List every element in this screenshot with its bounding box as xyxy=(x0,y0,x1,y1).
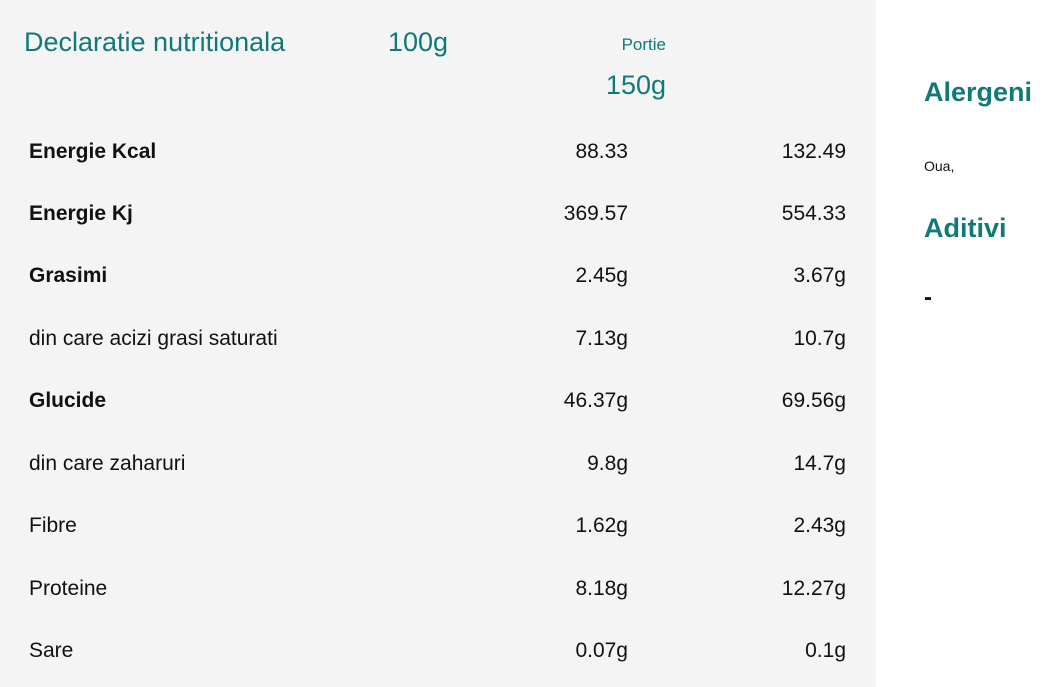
portion-label: Portie xyxy=(621,35,666,54)
value-per-portion: 69.56g xyxy=(781,389,846,412)
table-row: Glucide 46.37g 69.56g xyxy=(0,386,876,416)
nutrient-label: Proteine xyxy=(29,577,108,600)
additives-text: - xyxy=(924,284,932,311)
allergens-heading: Alergeni xyxy=(924,77,1033,107)
value-per-100g: 8.18g xyxy=(575,577,628,600)
table-row: Fibre 1.62g 2.43g xyxy=(0,511,876,541)
nutrient-label: Fibre xyxy=(29,514,77,537)
value-per-100g: 0.07g xyxy=(575,639,628,662)
nutrient-label: Sare xyxy=(29,639,74,662)
table-row: Energie Kj 369.57 554.33 xyxy=(0,199,876,229)
nutrient-label: Glucide xyxy=(29,389,107,412)
nutrient-label: din care zaharuri xyxy=(29,452,186,475)
value-per-portion: 554.33 xyxy=(781,202,846,225)
additives-heading: Aditivi xyxy=(924,213,1007,243)
table-row: Sare 0.07g 0.1g xyxy=(0,636,876,666)
nutrient-label: Energie Kj xyxy=(29,202,133,225)
value-per-portion: 0.1g xyxy=(805,639,846,662)
value-per-portion: 14.7g xyxy=(793,452,846,475)
value-per-portion: 132.49 xyxy=(781,140,846,163)
table-row: din care zaharuri 9.8g 14.7g xyxy=(0,449,876,479)
nutrient-label: Energie Kcal xyxy=(29,140,157,163)
nutrient-label: din care acizi grasi saturati xyxy=(29,327,278,350)
nutrient-label: Grasimi xyxy=(29,264,108,287)
value-per-portion: 3.67g xyxy=(793,264,846,287)
value-per-100g: 1.62g xyxy=(575,514,628,537)
table-row: Grasimi 2.45g 3.67g xyxy=(0,261,876,291)
value-per-portion: 2.43g xyxy=(793,514,846,537)
portion-header: 150g xyxy=(605,70,666,100)
value-per-100g: 2.45g xyxy=(575,264,628,287)
per-100g-header: 100g xyxy=(387,27,448,57)
nutrition-title: Declaratie nutritionala xyxy=(24,27,286,57)
value-per-100g: 88.33 xyxy=(575,140,628,163)
table-row: Proteine 8.18g 12.27g xyxy=(0,574,876,604)
value-per-100g: 7.13g xyxy=(575,327,628,350)
table-row: din care acizi grasi saturati 7.13g 10.7… xyxy=(0,324,876,354)
value-per-portion: 12.27g xyxy=(781,577,846,600)
value-per-100g: 46.37g xyxy=(563,389,628,412)
allergens-text: Oua, xyxy=(924,158,955,174)
table-row: Energie Kcal 88.33 132.49 xyxy=(0,137,876,167)
value-per-portion: 10.7g xyxy=(793,327,846,350)
value-per-100g: 9.8g xyxy=(587,452,628,475)
nutrition-panel: Declaratie nutritionala 100g Portie 150g… xyxy=(0,0,876,687)
value-per-100g: 369.57 xyxy=(563,202,628,225)
